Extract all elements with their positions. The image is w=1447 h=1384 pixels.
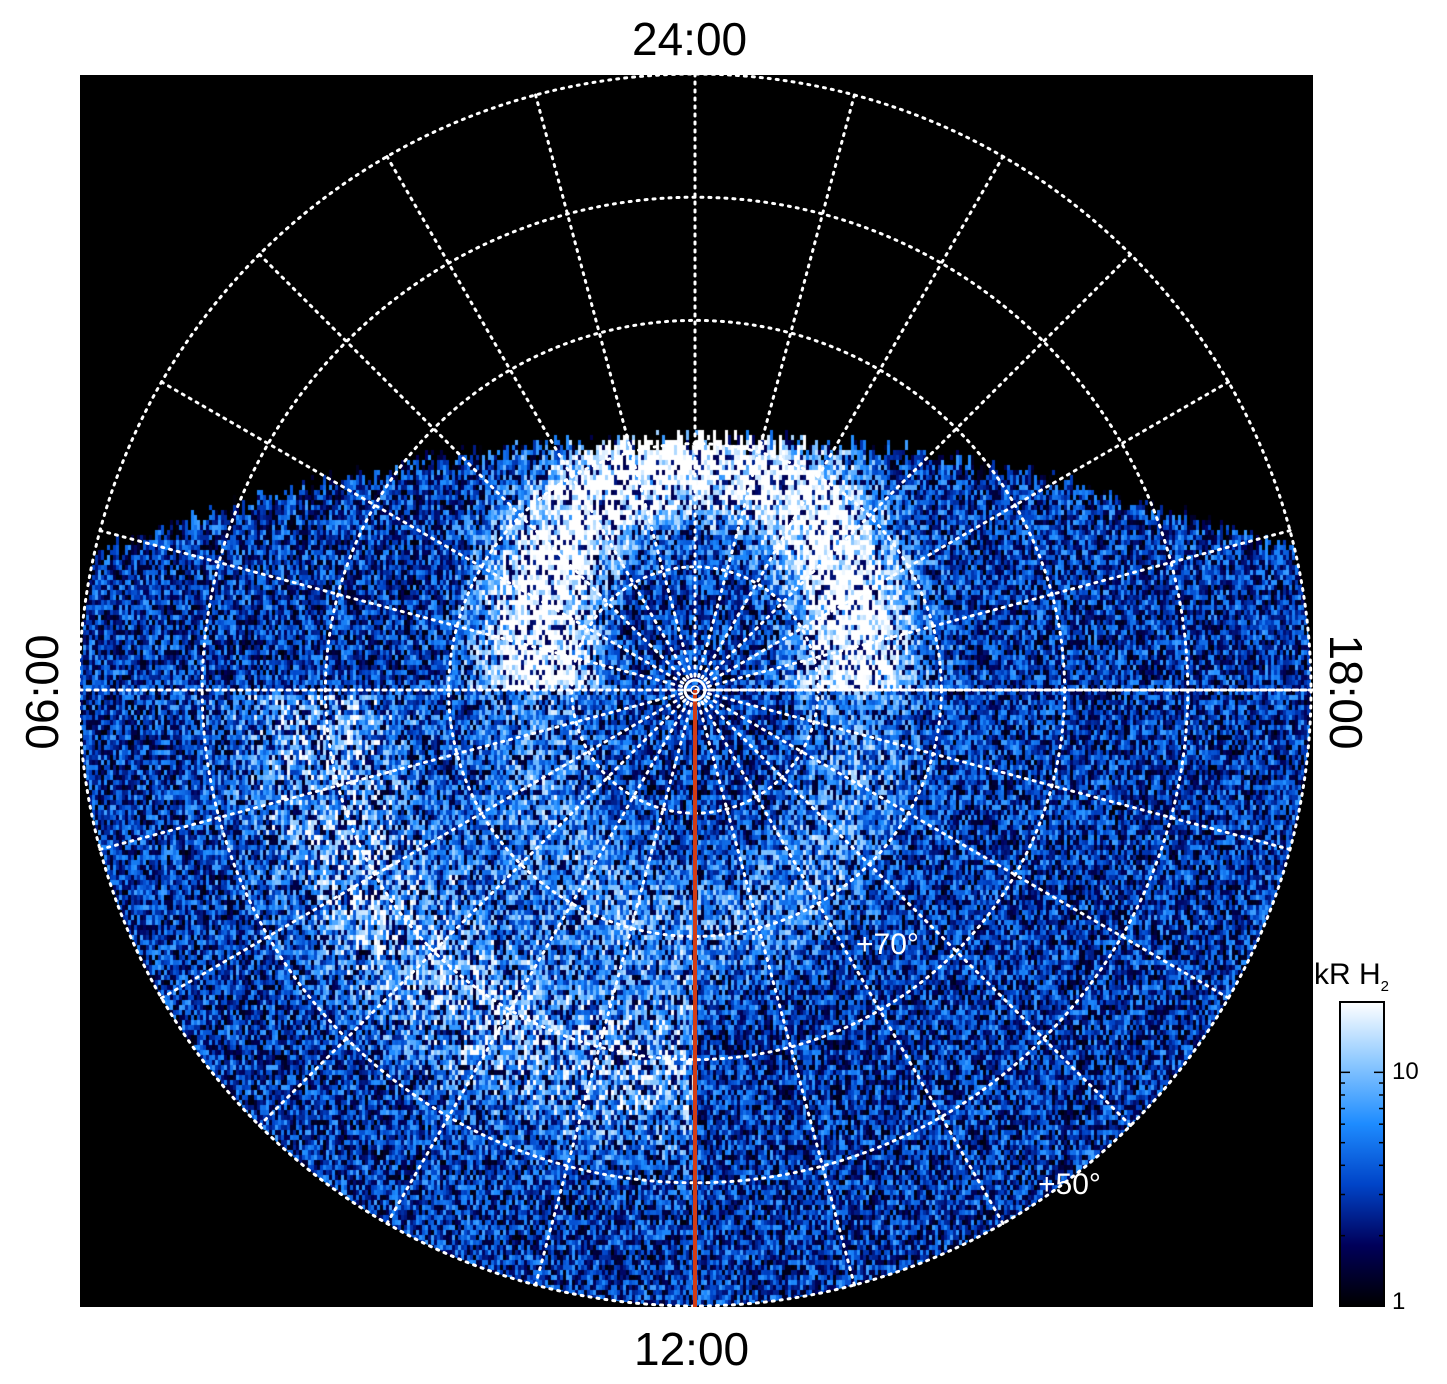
colorbar-gradient	[1339, 1001, 1385, 1307]
local-time-label-right: 18:00	[1320, 634, 1372, 750]
colorbar-title-text: kR H	[1314, 958, 1381, 991]
pole-marker	[683, 678, 707, 702]
local-time-label-bottom: 12:00	[634, 1323, 750, 1375]
latitude-label-50: +50°	[1038, 1168, 1101, 1201]
latitude-label-70: +70°	[856, 928, 919, 961]
pole-ring-outer	[683, 678, 707, 702]
colorbar-title: kR H2	[1314, 958, 1390, 995]
colorbar	[1339, 1001, 1385, 1307]
colorbar-title-subscript: 2	[1380, 978, 1390, 995]
colorbar-tick-label-10: 10	[1392, 1058, 1419, 1086]
local-time-label-left: 06:00	[16, 634, 68, 750]
local-time-label-top: 24:00	[632, 13, 748, 65]
pole-ring-inner	[690, 685, 700, 695]
colorbar-tick-label-1: 1	[1392, 1288, 1406, 1315]
